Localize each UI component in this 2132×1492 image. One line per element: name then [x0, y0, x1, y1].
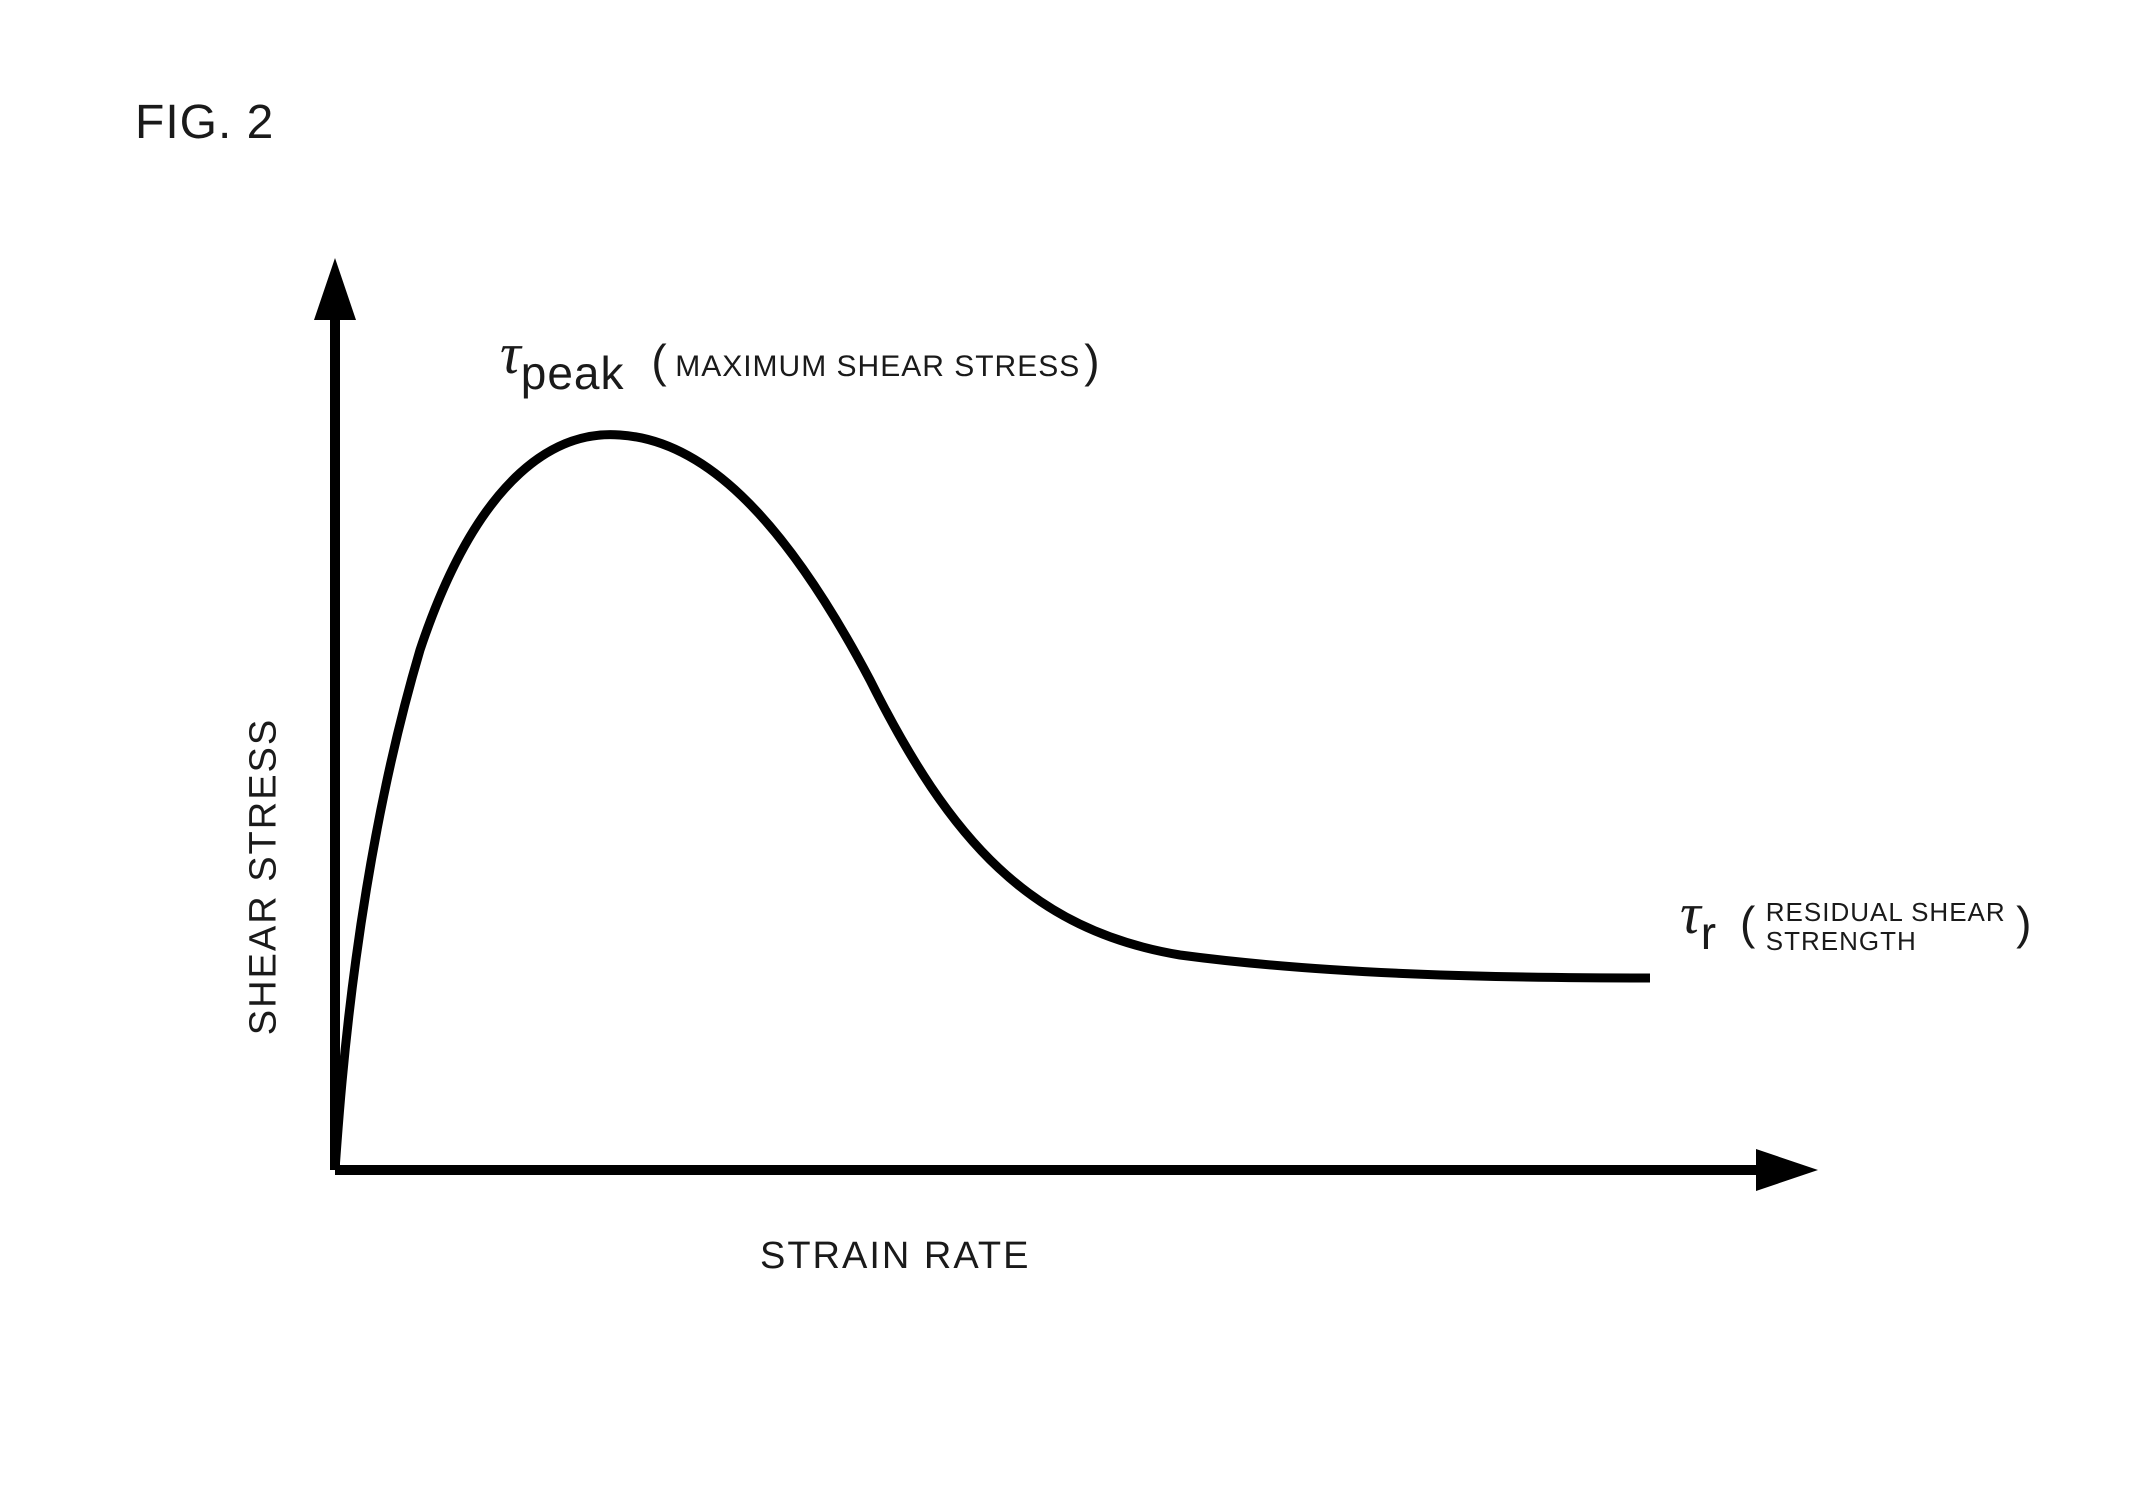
tau-peak-symbol: τ [500, 321, 521, 386]
peak-description: MAXIMUM SHEAR STRESS [675, 350, 1080, 383]
peak-annotation: τpeak ( MAXIMUM SHEAR STRESS) [500, 320, 1100, 388]
tau-residual-symbol: τ [1680, 881, 1701, 946]
residual-desc-line1: RESIDUAL SHEAR [1766, 898, 2006, 927]
x-axis-arrow [1756, 1149, 1818, 1191]
residual-paren-close: ) [2016, 897, 2031, 949]
y-axis-label: SHEAR STRESS [242, 718, 285, 1036]
y-axis-arrow [314, 258, 356, 320]
x-axis-label: STRAIN RATE [760, 1235, 1030, 1278]
chart-svg [0, 0, 2132, 1492]
peak-paren-close: ) [1084, 335, 1099, 387]
tau-residual-subscript: r [1701, 907, 1717, 959]
tau-peak-subscript: peak [521, 347, 625, 399]
stress-strain-curve [335, 435, 1650, 1170]
residual-annotation: τr ( RESIDUAL SHEAR STRENGTH ) [1680, 880, 2031, 957]
residual-desc-line2: STRENGTH [1766, 927, 2006, 956]
residual-paren-open: ( [1740, 897, 1755, 949]
peak-paren-open: ( [651, 335, 666, 387]
